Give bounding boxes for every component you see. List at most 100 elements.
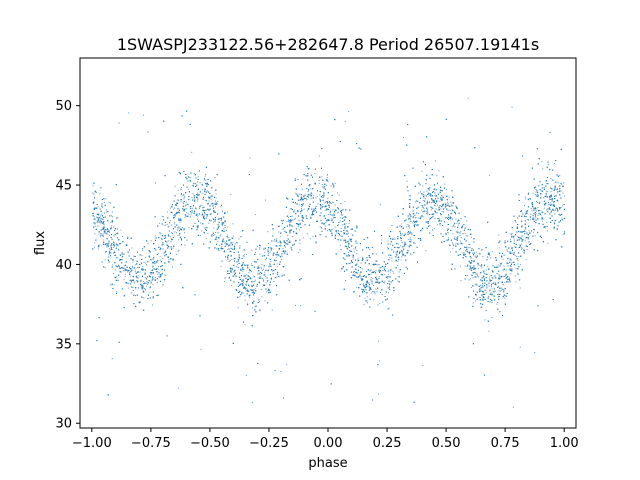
data-point xyxy=(109,248,111,250)
data-point xyxy=(525,259,527,261)
data-point xyxy=(502,258,504,260)
data-point xyxy=(314,172,316,174)
data-point xyxy=(127,236,129,238)
data-point xyxy=(142,247,143,249)
data-point xyxy=(528,229,530,231)
data-point xyxy=(164,235,166,237)
data-point xyxy=(377,340,379,342)
data-point xyxy=(483,270,485,272)
data-point xyxy=(460,237,462,239)
data-point xyxy=(537,214,539,216)
data-point xyxy=(299,229,300,231)
data-point xyxy=(384,274,386,276)
data-point xyxy=(369,249,371,251)
data-point xyxy=(232,242,234,244)
data-point xyxy=(131,247,133,249)
data-point xyxy=(481,267,483,269)
data-point xyxy=(219,244,221,246)
data-point xyxy=(135,276,137,278)
data-point xyxy=(421,209,423,211)
data-point xyxy=(205,173,207,175)
data-point xyxy=(199,235,201,236)
data-point xyxy=(261,269,263,271)
data-point xyxy=(503,265,505,267)
data-point xyxy=(255,252,256,253)
data-point xyxy=(220,265,222,267)
data-point xyxy=(166,211,168,213)
data-point xyxy=(175,232,177,234)
data-point xyxy=(329,214,331,215)
data-point xyxy=(397,265,399,266)
data-point xyxy=(497,302,499,303)
data-point xyxy=(349,250,350,252)
data-point xyxy=(152,276,154,277)
data-point xyxy=(342,224,344,226)
data-point xyxy=(351,250,353,252)
data-point xyxy=(178,249,180,251)
data-point xyxy=(104,212,105,214)
data-point xyxy=(560,207,562,208)
data-point xyxy=(102,206,104,208)
data-point xyxy=(165,274,167,276)
data-point xyxy=(210,203,212,205)
data-point xyxy=(370,292,372,294)
data-point xyxy=(142,114,144,116)
data-point xyxy=(361,268,363,270)
data-point xyxy=(184,217,186,218)
data-point xyxy=(378,393,379,395)
data-point xyxy=(540,214,542,216)
data-point xyxy=(491,317,493,319)
data-point xyxy=(199,182,201,184)
data-point xyxy=(216,203,218,205)
data-point xyxy=(312,236,314,238)
data-point xyxy=(511,106,513,108)
data-point xyxy=(536,200,537,202)
data-point xyxy=(339,220,341,222)
data-point xyxy=(368,255,370,256)
data-point xyxy=(512,406,514,408)
data-point xyxy=(205,229,206,230)
data-point xyxy=(167,226,169,228)
data-point xyxy=(418,213,420,214)
data-point xyxy=(327,202,329,204)
data-point xyxy=(237,263,239,265)
data-point xyxy=(162,244,164,246)
data-point xyxy=(460,230,462,232)
data-point xyxy=(347,231,349,233)
data-point xyxy=(121,252,123,253)
data-point xyxy=(131,280,132,282)
data-point xyxy=(264,251,266,253)
data-point xyxy=(356,271,358,273)
data-point xyxy=(249,285,250,287)
data-point xyxy=(215,232,217,233)
data-point xyxy=(236,261,238,263)
data-point xyxy=(301,208,302,210)
data-point xyxy=(546,221,548,223)
data-point xyxy=(289,240,291,242)
data-point xyxy=(348,111,350,113)
data-point xyxy=(115,243,117,245)
data-point xyxy=(176,253,178,255)
data-point xyxy=(169,219,171,221)
data-point xyxy=(455,242,457,244)
data-point xyxy=(562,233,564,235)
data-point xyxy=(150,280,152,282)
data-point xyxy=(210,195,212,197)
data-point xyxy=(244,299,246,301)
data-point xyxy=(134,266,136,268)
data-point xyxy=(177,250,179,252)
data-point xyxy=(347,252,349,254)
data-point xyxy=(519,263,521,265)
data-point xyxy=(517,260,519,262)
data-point xyxy=(458,249,460,251)
data-point xyxy=(551,210,553,212)
data-point xyxy=(275,256,277,258)
data-point xyxy=(193,182,194,184)
data-point xyxy=(104,267,106,269)
data-point xyxy=(212,221,214,223)
data-point xyxy=(197,192,199,194)
data-point xyxy=(421,229,423,231)
data-point xyxy=(545,213,547,215)
data-point xyxy=(227,226,229,228)
data-point xyxy=(132,290,134,291)
